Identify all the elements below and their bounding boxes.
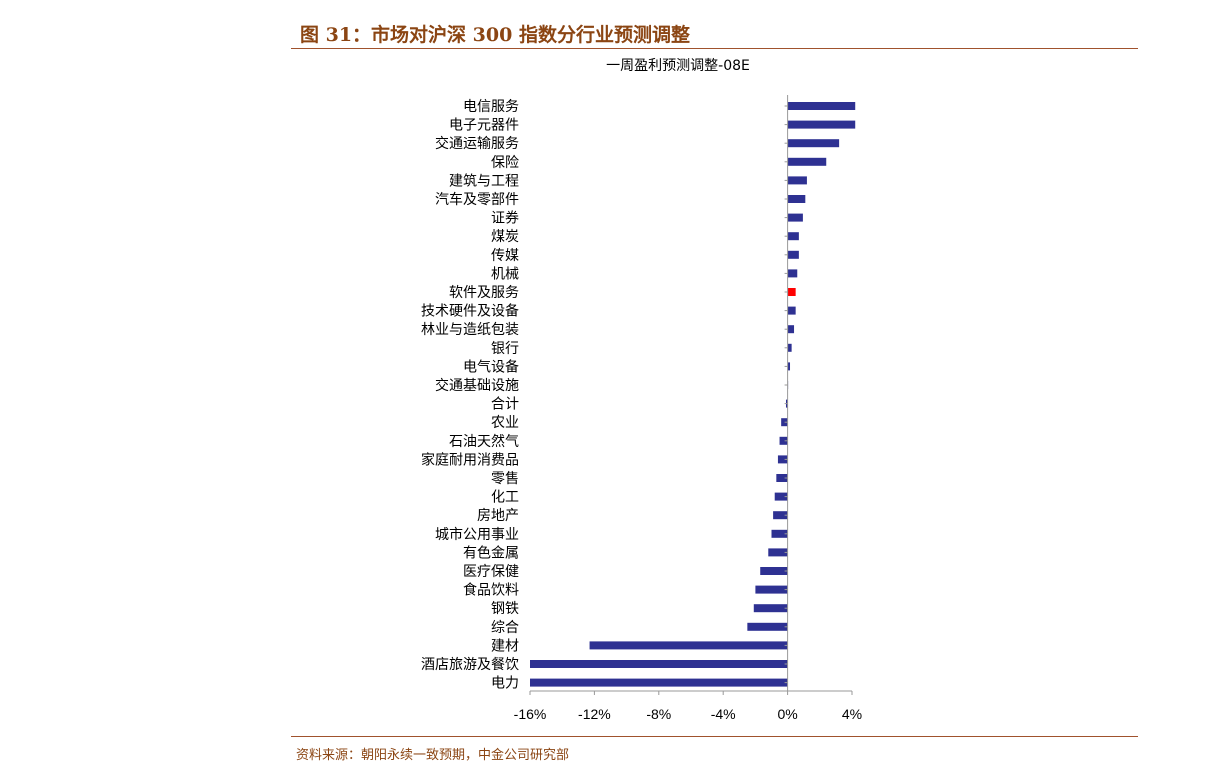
category-label: 电力 — [491, 676, 519, 692]
bar-家庭耐用消费品 — [777, 455, 788, 464]
source-note: 资料来源：朝阳永续一致预期，中金公司研究部 — [296, 748, 570, 763]
category-label: 电气设备 — [463, 358, 519, 375]
x-axis: -16% -12% -8% -4% 0% 4% — [514, 95, 862, 722]
x-tick-label: -16% — [514, 706, 547, 722]
bar-保险 — [787, 157, 827, 166]
bar-传媒 — [787, 250, 799, 259]
footer-divider — [291, 736, 1138, 737]
bar-建材 — [589, 641, 788, 650]
category-label: 零售 — [491, 471, 519, 487]
bar-软件及服务 — [787, 288, 796, 296]
bar-林业与造纸包装 — [787, 325, 795, 334]
category-label: 石油天然气 — [449, 433, 519, 450]
figure-title: 图 31：市场对沪深 300 指数分行业预测调整 — [300, 24, 690, 46]
bar-建筑与工程 — [787, 176, 807, 185]
category-label: 农业 — [491, 415, 519, 431]
bar-银行 — [787, 343, 792, 352]
chart-title: 一周盈利预测调整-08E — [606, 58, 750, 74]
bar-综合 — [747, 622, 788, 631]
category-labels-group: 电信服务电子元器件交通运输服务保险建筑与工程汽车及零部件证券煤炭传媒机械软件及服… — [421, 99, 519, 692]
category-label: 化工 — [491, 490, 519, 506]
category-label: 交通基础设施 — [435, 377, 519, 394]
bar-交通运输服务 — [787, 139, 840, 148]
category-label: 钢铁 — [491, 601, 519, 617]
bar-汽车及零部件 — [787, 195, 806, 203]
category-label: 食品饮料 — [463, 582, 519, 599]
title-divider — [291, 48, 1138, 49]
bar-证券 — [787, 213, 803, 222]
bar-有色金属 — [768, 548, 788, 557]
bar-食品饮料 — [755, 585, 788, 594]
category-label: 银行 — [491, 341, 519, 357]
bar-机械 — [787, 269, 798, 278]
bar-石油天然气 — [779, 436, 788, 445]
category-label: 林业与造纸包装 — [421, 322, 519, 338]
bar-煤炭 — [787, 232, 799, 241]
category-label: 电子元器件 — [449, 118, 519, 134]
category-label: 城市公用事业 — [435, 526, 519, 543]
bar-钢铁 — [753, 604, 788, 613]
category-label: 煤炭 — [491, 229, 519, 245]
category-label: 酒店旅游及餐饮 — [421, 657, 519, 673]
bars-group — [530, 102, 856, 687]
category-label: 保险 — [491, 155, 519, 171]
category-label: 传媒 — [491, 248, 519, 264]
category-label: 电信服务 — [463, 99, 519, 115]
category-label: 软件及服务 — [449, 285, 519, 301]
bar-房地产 — [773, 511, 788, 520]
category-label: 汽车及零部件 — [435, 191, 519, 208]
x-tick-label: -12% — [578, 706, 611, 722]
category-label: 有色金属 — [463, 544, 519, 561]
category-label: 技术硬件及设备 — [421, 303, 519, 320]
bar-酒店旅游及餐饮 — [530, 660, 788, 668]
category-label: 交通运输服务 — [435, 135, 519, 152]
bar-医疗保健 — [760, 567, 788, 575]
x-tick-label: 0% — [777, 706, 797, 722]
category-label: 家庭耐用消费品 — [421, 451, 519, 468]
category-label: 房地产 — [477, 508, 519, 524]
x-tick-label: -8% — [646, 706, 671, 722]
bar-技术硬件及设备 — [787, 306, 796, 315]
bar-农业 — [781, 418, 788, 427]
bar-电子元器件 — [787, 120, 856, 129]
category-label: 证券 — [491, 211, 519, 227]
category-label: 建筑与工程 — [449, 173, 519, 189]
x-tick-label: 4% — [842, 706, 862, 722]
category-label: 综合 — [491, 620, 519, 636]
category-label: 医疗保健 — [463, 564, 519, 580]
category-label: 合计 — [491, 397, 519, 413]
bar-城市公用事业 — [771, 529, 788, 538]
bar-化工 — [774, 492, 788, 501]
category-label: 机械 — [491, 266, 519, 282]
bar-零售 — [776, 474, 788, 482]
bar-电力 — [530, 678, 788, 687]
x-tick-label: -4% — [711, 706, 736, 722]
category-label: 建材 — [491, 638, 519, 654]
bar-电信服务 — [787, 102, 856, 110]
bar-电气设备 — [787, 362, 791, 371]
